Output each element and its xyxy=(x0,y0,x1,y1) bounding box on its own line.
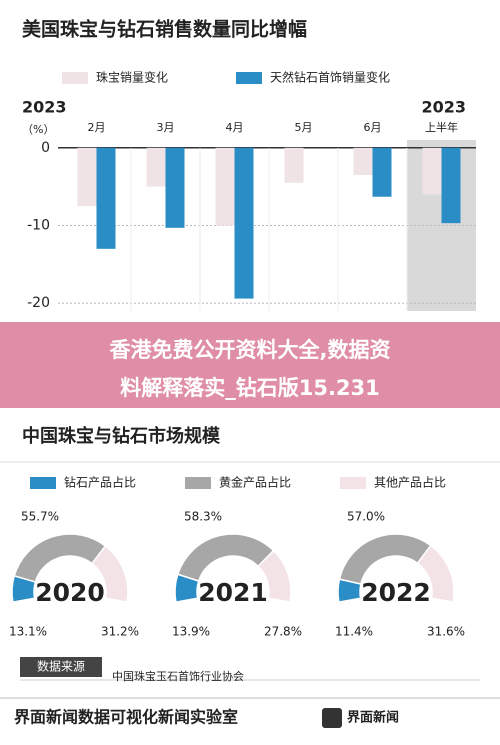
year-label: 2021 xyxy=(198,578,268,607)
donut-segment xyxy=(338,533,432,585)
bar xyxy=(284,147,304,183)
legend-swatch xyxy=(30,477,56,489)
source-text: 中国珠宝玉石首饰行业协会 xyxy=(112,669,244,683)
year-label: 2023 xyxy=(421,98,466,117)
value-label: 13.9% xyxy=(172,625,210,639)
donut-segment xyxy=(176,533,275,582)
donut-segment xyxy=(416,544,455,603)
bar xyxy=(372,147,392,197)
x-tick-label: 4月 xyxy=(226,121,244,134)
legend-label: 钻石产品占比 xyxy=(64,475,136,490)
legend-label: 其他产品占比 xyxy=(374,475,446,490)
x-tick-label: 6月 xyxy=(364,121,382,134)
year-label: 2022 xyxy=(361,578,431,607)
year-label: 2020 xyxy=(35,578,105,607)
value-label: 13.1% xyxy=(9,625,47,639)
chart-title: 中国珠宝与钻石市场规模 xyxy=(22,425,221,447)
source-label: 数据来源 xyxy=(37,659,85,674)
value-label: 11.4% xyxy=(335,625,373,639)
footer-lab: 界面新闻数据可视化新闻实验室 xyxy=(14,708,238,727)
bar xyxy=(165,147,185,228)
bar xyxy=(77,147,97,207)
legend-label: 黄金产品占比 xyxy=(219,475,291,490)
legend-swatch xyxy=(236,72,262,84)
legend-label: 珠宝销量变化 xyxy=(96,70,168,85)
x-tick-label: 5月 xyxy=(295,121,313,134)
legend-swatch xyxy=(62,72,88,84)
donut-segment xyxy=(257,549,292,603)
y-tick-label: -20 xyxy=(27,295,50,311)
y-tick-label: -10 xyxy=(27,218,50,234)
bar xyxy=(441,147,461,224)
bar xyxy=(422,147,442,195)
donut-segment xyxy=(13,533,107,583)
value-label: 27.8% xyxy=(264,625,302,639)
value-label: 55.7% xyxy=(21,510,59,524)
logo-icon xyxy=(322,708,342,728)
chart-title: 美国珠宝与钻石销售数量同比增幅 xyxy=(22,18,307,41)
bar xyxy=(353,147,373,175)
y-tick-label: 0 xyxy=(41,140,50,156)
x-tick-label: 3月 xyxy=(157,121,175,134)
value-label: 57.0% xyxy=(347,510,385,524)
x-tick-label: 上半年 xyxy=(425,120,458,134)
value-label: 31.2% xyxy=(101,625,139,639)
donut-segment xyxy=(90,544,129,603)
x-tick-label: 2月 xyxy=(88,121,106,134)
plot: 珠宝销量变化 天然钻石首饰销量变化 0 -10 -20 2月 3月 4月 5月 6月 上半年 xyxy=(27,70,476,311)
bar xyxy=(215,147,235,226)
bar xyxy=(234,147,254,299)
banner-text: 料解释落实_钻石版15.231 xyxy=(120,376,380,400)
year-label: 2023 xyxy=(22,98,67,117)
source-box xyxy=(20,657,102,677)
legend-label: 天然钻石首饰销量变化 xyxy=(270,70,390,85)
bar xyxy=(146,147,166,187)
legend-swatch xyxy=(340,477,366,489)
footer-logo: 界面新闻 xyxy=(347,710,399,726)
unit-label: （%） xyxy=(22,123,54,136)
banner xyxy=(0,322,500,408)
value-label: 58.3% xyxy=(184,510,222,524)
plot: 钻石产品占比 黄金产品占比 其他产品占比 13.1% 55.7% 31.2% 2020 13.… xyxy=(9,475,465,639)
value-label: 31.6% xyxy=(427,625,465,639)
legend-swatch xyxy=(185,477,211,489)
banner-text: 香港免费公开资料大全,数据资 xyxy=(110,338,391,362)
bar xyxy=(96,147,116,249)
